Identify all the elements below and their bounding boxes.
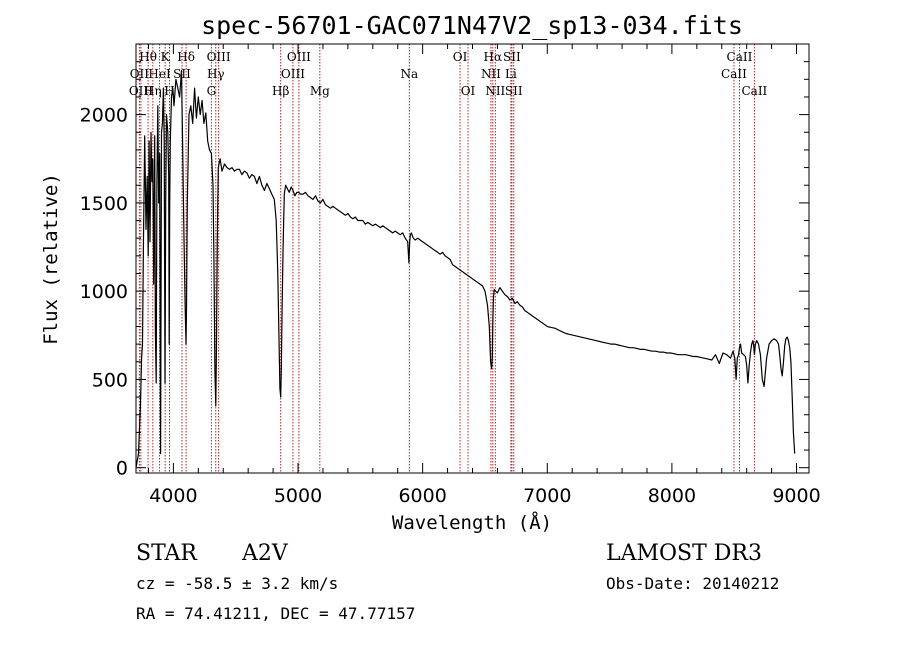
survey-name: LAMOST DR3	[606, 541, 762, 566]
y-tick-label: 500	[92, 369, 128, 391]
spectral-line-label: NII	[485, 84, 505, 98]
y-tick-label: 1500	[80, 193, 128, 215]
spectral-line-label: CaII	[721, 67, 747, 81]
plot-frame	[135, 43, 810, 474]
spectral-line-label: Hθ	[139, 50, 157, 64]
x-tick-label: 9000	[772, 485, 820, 507]
spectral-line-label: K	[161, 50, 171, 64]
spectral-subclass: A2V	[241, 541, 289, 566]
x-tick-label: 5000	[274, 485, 322, 507]
y-tick-label: 2000	[80, 105, 128, 127]
spectral-line-label: OIII	[207, 50, 231, 64]
spectral-line-label: Hγ	[207, 67, 225, 81]
obs-date: Obs-Date: 20140212	[606, 574, 779, 593]
redshift-text: cz = -58.5 ± 3.2 km/s	[136, 574, 338, 593]
spectral-line-label: NII	[481, 67, 501, 81]
spectral-line-label: OI	[461, 84, 476, 98]
x-tick-label: 7000	[523, 485, 571, 507]
spectral-line-label: Hη	[144, 84, 162, 98]
spectral-line-label: CaII	[741, 84, 767, 98]
spectral-line-label: Li	[505, 67, 517, 81]
object-class: STAR	[136, 541, 198, 566]
axis-tick-labels: 4000 5000 6000 7000 8000 9000 0 500 1000 1500 2000	[80, 105, 821, 507]
x-tick-label: 6000	[398, 485, 446, 507]
axis-ticks	[136, 44, 809, 473]
spectral-line-label: Hβ	[272, 84, 289, 98]
spectral-line-label: Hα	[484, 50, 503, 64]
spectral-line-label: OII	[130, 67, 150, 81]
spectral-line-label: Mg	[310, 84, 330, 98]
x-tick-label: 4000	[149, 485, 197, 507]
spectral-line-label: Na	[400, 67, 418, 81]
spectral-line-label: Hδ	[177, 50, 195, 64]
spectral-line-label: HeI	[148, 67, 171, 81]
spectral-line-label: H	[164, 84, 174, 98]
spectral-line-label: CaII	[727, 50, 753, 64]
spectral-line-label: SII	[505, 84, 523, 98]
x-axis-label: Wavelength (Å)	[392, 511, 552, 534]
spectral-line-label: OI	[453, 50, 468, 64]
x-tick-label: 8000	[648, 485, 696, 507]
y-tick-label: 0	[116, 458, 128, 480]
spectral-line-label: G	[207, 84, 217, 98]
spectral-line-label: OIII	[129, 84, 153, 98]
spectral-line-label: SII	[503, 50, 521, 64]
coordinates-text: RA = 74.41211, DEC = 47.77157	[136, 604, 415, 623]
spectral-line-markers	[138, 44, 755, 473]
spectral-line-label: OIII	[281, 67, 305, 81]
spectral-line-label: OIII	[287, 50, 311, 64]
chart-title: spec-56701-GAC071N47V2_sp13-034.fits	[201, 11, 743, 40]
spectrum-line	[135, 69, 796, 468]
y-axis-label: Flux (relative)	[40, 173, 62, 345]
y-tick-label: 1000	[80, 281, 128, 303]
spectral-line-labels: Hθ OII OIII K HeI Hη Hδ SII H OIII Hγ G OIII OIII Hβ Mg…	[129, 50, 768, 98]
